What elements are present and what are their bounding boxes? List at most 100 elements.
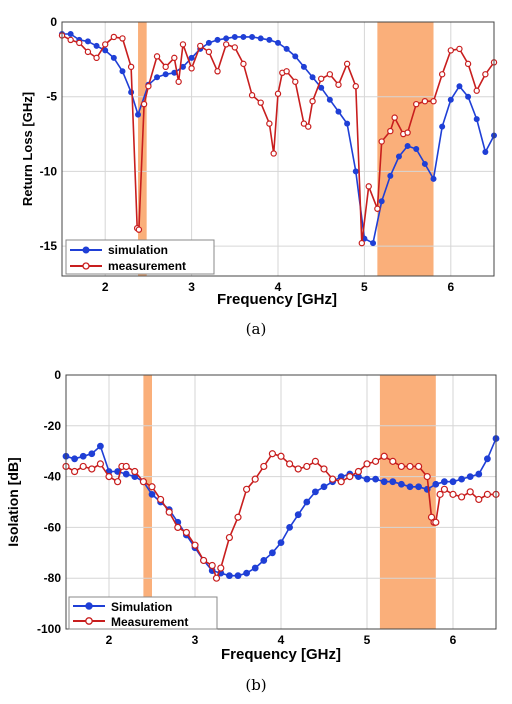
data-point-simulation — [67, 30, 74, 37]
data-point-measurement — [413, 100, 420, 108]
data-point-measurement — [326, 71, 334, 78]
data-point-measurement — [165, 508, 173, 516]
data-point-measurement — [148, 483, 156, 491]
data-point-simulation — [223, 35, 230, 42]
data-point-measurement — [421, 97, 429, 105]
data-point-measurement — [222, 41, 230, 48]
y-tick-label: -10 — [40, 164, 58, 178]
data-point-measurement — [84, 48, 92, 56]
data-point-simulation — [352, 168, 359, 175]
y-tick-label: -100 — [37, 622, 61, 636]
data-point-simulation — [320, 483, 328, 491]
data-point-measurement — [378, 138, 385, 145]
data-point-measurement — [449, 490, 457, 498]
data-point-simulation — [110, 54, 117, 61]
data-point-simulation — [93, 42, 100, 49]
data-point-measurement — [214, 68, 221, 75]
legend-label-measurement-b: Measurement — [111, 615, 188, 629]
data-point-simulation — [205, 39, 212, 46]
data-point-simulation — [84, 38, 91, 45]
data-point-measurement — [458, 493, 466, 501]
legend-marker-simulation-b — [85, 602, 93, 610]
data-point-measurement — [171, 54, 178, 62]
x-tick-label: 2 — [102, 280, 109, 294]
data-point-simulation — [234, 572, 242, 580]
data-point-simulation — [277, 539, 285, 547]
legend-box-a — [65, 239, 215, 275]
data-point-simulation — [300, 63, 307, 70]
yticks-b: 0 -20 -40 -60 -80 -100 — [37, 368, 61, 636]
data-point-simulation — [257, 35, 264, 42]
data-point-measurement — [268, 450, 276, 458]
data-point-simulation — [482, 148, 489, 155]
data-point-measurement — [354, 467, 362, 476]
x-tick-label: 6 — [450, 633, 457, 647]
data-point-measurement — [430, 97, 437, 105]
data-point-measurement — [113, 478, 122, 486]
data-point-measurement — [122, 462, 130, 471]
data-point-simulation — [225, 572, 233, 580]
data-point-measurement — [257, 99, 264, 106]
data-point-measurement — [483, 490, 491, 498]
data-point-measurement — [456, 45, 463, 53]
data-point-measurement — [292, 78, 299, 85]
data-point-measurement — [205, 48, 213, 56]
data-point-measurement — [191, 541, 199, 549]
y-tick-label: -80 — [44, 571, 62, 585]
data-point-measurement — [365, 183, 372, 190]
band-b-0 — [143, 375, 152, 629]
data-point-measurement — [343, 60, 351, 68]
data-point-measurement — [320, 465, 328, 473]
data-point-simulation — [283, 45, 290, 52]
data-point-measurement — [406, 462, 414, 471]
data-point-measurement — [179, 41, 187, 48]
data-point-simulation — [231, 33, 238, 40]
data-point-simulation — [439, 123, 446, 130]
data-point-measurement — [311, 457, 319, 465]
data-point-measurement — [188, 65, 195, 72]
data-point-measurement — [131, 467, 139, 476]
data-point-simulation — [397, 480, 405, 488]
data-point-simulation — [378, 198, 385, 205]
data-point-measurement — [473, 87, 480, 94]
legend-marker-measurement-b — [85, 617, 93, 625]
data-point-simulation — [266, 36, 273, 43]
y-tick-label: 0 — [54, 368, 61, 382]
data-point-measurement — [466, 488, 474, 496]
data-point-simulation — [268, 549, 276, 557]
y-tick-label: -20 — [44, 419, 62, 433]
data-point-measurement — [303, 462, 311, 471]
data-point-measurement — [300, 120, 308, 127]
caption-a: (a) — [246, 320, 267, 338]
y-tick-label: -15 — [40, 239, 58, 253]
data-point-simulation — [318, 84, 325, 91]
data-point-measurement — [260, 462, 268, 471]
data-point-measurement — [200, 556, 208, 565]
data-point-measurement — [76, 39, 83, 47]
x-tick-label: 4 — [278, 633, 285, 647]
data-point-measurement — [93, 54, 100, 62]
data-point-simulation — [458, 475, 466, 483]
data-point-simulation — [162, 71, 169, 78]
xticks-a: 2 3 4 5 6 — [102, 280, 455, 294]
data-point-simulation — [456, 83, 463, 90]
legend-box-b — [68, 596, 218, 630]
data-point-measurement — [387, 127, 394, 135]
data-point-measurement — [423, 473, 431, 481]
data-point-simulation — [404, 143, 411, 150]
data-point-measurement — [217, 564, 225, 572]
x-tick-label: 5 — [361, 280, 368, 294]
data-point-simulation — [483, 455, 491, 463]
yticks-a: 0 -5 -10 -15 — [40, 15, 58, 253]
legend-marker-measurement — [82, 262, 90, 270]
data-point-measurement — [174, 523, 182, 532]
data-point-simulation — [395, 153, 402, 160]
x-axis-label-a: Frequency [GHz] — [217, 291, 337, 308]
x-tick-label: 3 — [192, 633, 199, 647]
legend-label-simulation-b: Simulation — [111, 600, 172, 614]
data-point-measurement — [464, 60, 472, 68]
data-point-simulation — [449, 478, 457, 486]
data-point-simulation — [303, 498, 311, 506]
y-axis-label-a: Return Loss [GHz] — [20, 92, 35, 206]
x-tick-label: 3 — [188, 280, 195, 294]
